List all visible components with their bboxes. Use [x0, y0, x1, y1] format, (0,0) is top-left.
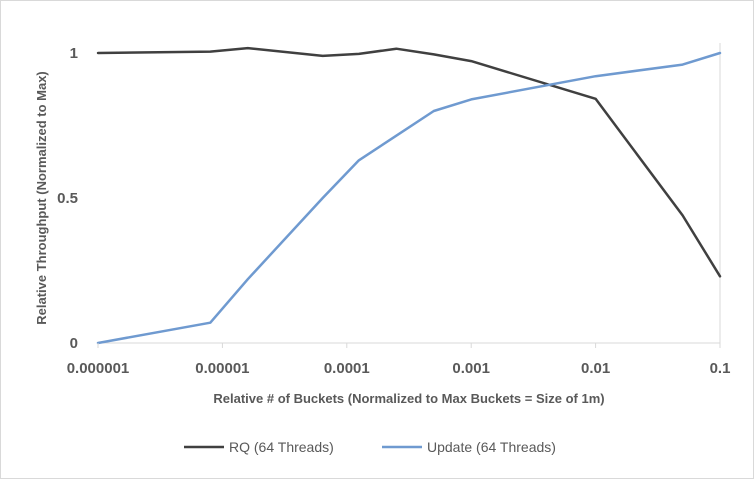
- series-line-1: [96, 51, 722, 345]
- y-tick-label: 0: [70, 335, 78, 352]
- series-layer: [96, 46, 722, 345]
- y-tick-label: 1: [70, 45, 78, 62]
- series-line-0: [96, 46, 722, 278]
- x-tick-label: 0.01: [581, 360, 610, 377]
- legend: RQ (64 Threads) Update (64 Threads): [184, 439, 556, 455]
- x-tick-label: 0.1: [710, 360, 731, 377]
- y-tick-label: 0.5: [57, 190, 78, 207]
- legend-label-0: RQ (64 Threads): [229, 439, 334, 455]
- x-axis-title: Relative # of Buckets (Normalized to Max…: [213, 391, 604, 406]
- axes-layer: [98, 43, 721, 344]
- y-axis-title: Relative Throughput (Normalized to Max): [34, 71, 49, 325]
- x-tick-label: 0.00001: [195, 360, 249, 377]
- legend-label-1: Update (64 Threads): [427, 439, 556, 455]
- x-tick-label: 0.000001: [67, 360, 130, 377]
- tick-labels: 0.000001 0.00001 0.0001 0.001 0.01 0.1 0 0.5 1: [57, 45, 730, 377]
- x-tick-label: 0.001: [452, 360, 490, 377]
- x-tick-label: 0.0001: [324, 360, 370, 377]
